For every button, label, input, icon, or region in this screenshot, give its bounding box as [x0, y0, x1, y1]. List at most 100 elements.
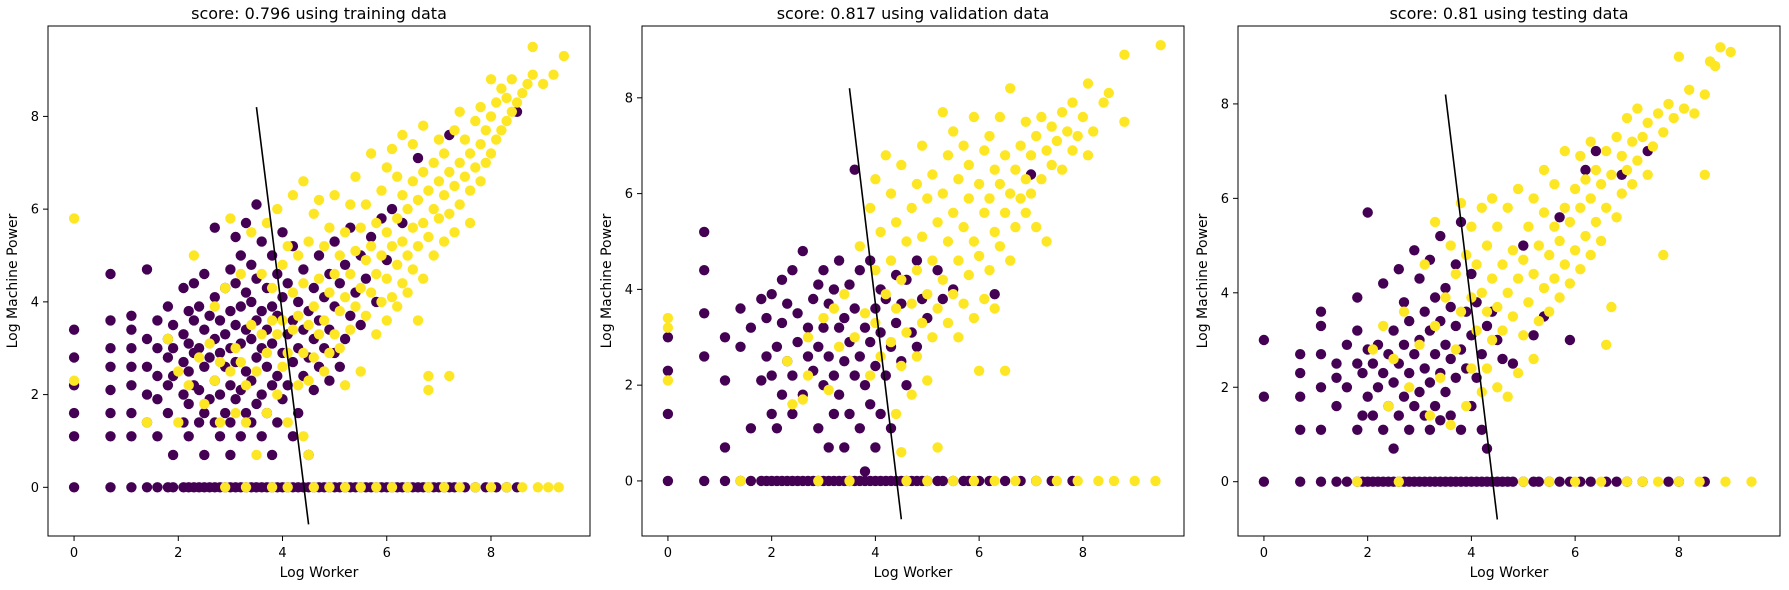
point-class-0	[766, 370, 777, 381]
point-class-0	[859, 380, 871, 391]
point-class-0	[719, 332, 731, 343]
point-class-1	[1461, 249, 1472, 261]
point-class-0	[1455, 424, 1467, 435]
point-class-1	[376, 185, 387, 196]
point-class-0	[1450, 259, 1462, 270]
point-class-1	[968, 312, 980, 324]
point-class-1	[1518, 330, 1529, 341]
point-class-0	[152, 315, 163, 326]
y-tick-label: 8	[625, 91, 633, 106]
point-class-1	[1554, 292, 1565, 303]
point-class-1	[1031, 130, 1042, 142]
point-class-0	[230, 319, 241, 331]
scatter-points	[1258, 42, 1757, 487]
point-class-1	[1601, 339, 1612, 350]
point-class-1	[1663, 98, 1674, 110]
point-class-0	[1367, 358, 1379, 369]
point-class-0	[662, 332, 674, 343]
point-class-1	[475, 176, 486, 187]
point-class-1	[948, 289, 959, 300]
point-class-1	[376, 296, 387, 308]
point-class-1	[968, 111, 980, 123]
point-class-1	[324, 347, 335, 359]
point-class-1	[1067, 145, 1078, 156]
point-class-0	[1295, 349, 1306, 360]
point-class-0	[1450, 320, 1462, 332]
point-class-1	[870, 265, 881, 276]
point-class-1	[1046, 159, 1057, 171]
point-class-0	[1331, 476, 1342, 487]
point-class-1	[1077, 111, 1089, 123]
x-axis-label: Log Worker	[1470, 565, 1549, 581]
point-class-0	[105, 361, 116, 372]
point-class-1	[287, 324, 299, 335]
point-class-1	[1497, 325, 1508, 336]
point-class-1	[397, 236, 408, 247]
point-class-1	[339, 292, 351, 303]
point-class-1	[916, 231, 928, 242]
point-class-1	[173, 366, 184, 377]
point-class-1	[1658, 127, 1669, 138]
point-class-0	[1295, 424, 1306, 435]
point-class-0	[162, 352, 174, 363]
point-class-1	[1005, 255, 1016, 266]
point-class-1	[553, 482, 564, 493]
point-class-0	[68, 352, 80, 363]
point-class-1	[1673, 476, 1685, 487]
point-class-0	[1440, 282, 1451, 294]
point-class-1	[1689, 108, 1700, 119]
y-tick-label: 4	[1221, 286, 1229, 301]
point-class-1	[1098, 97, 1109, 108]
point-class-0	[339, 259, 351, 270]
point-class-1	[1549, 179, 1560, 190]
point-class-1	[963, 269, 974, 281]
point-class-1	[896, 360, 907, 372]
scatter-points	[68, 41, 570, 493]
point-class-0	[230, 231, 241, 243]
point-class-1	[1544, 306, 1555, 317]
point-class-1	[485, 74, 497, 85]
point-class-0	[183, 398, 194, 410]
point-class-0	[745, 475, 757, 487]
point-class-1	[1621, 476, 1633, 487]
point-class-0	[178, 389, 189, 400]
point-class-1	[339, 482, 351, 493]
point-class-1	[266, 315, 278, 326]
point-class-1	[1481, 240, 1493, 251]
point-class-1	[1647, 141, 1659, 152]
point-class-0	[126, 343, 137, 354]
point-class-0	[126, 482, 137, 493]
y-tick-label: 8	[1221, 97, 1229, 112]
point-class-1	[1559, 202, 1571, 213]
point-class-0	[782, 298, 793, 309]
point-class-1	[371, 482, 382, 493]
point-class-0	[256, 305, 267, 317]
point-class-0	[1357, 410, 1368, 421]
point-class-1	[1020, 207, 1031, 218]
x-tick-label: 8	[1079, 546, 1087, 561]
point-class-1	[543, 482, 554, 493]
point-class-1	[392, 301, 403, 312]
point-class-1	[1512, 273, 1524, 284]
point-class-1	[922, 375, 933, 386]
point-class-1	[246, 227, 257, 238]
point-class-1	[433, 134, 445, 145]
panel-3: 0 2 4 6 8 0 2 4 6 8 score: 0.81 using testing data…	[1195, 4, 1781, 581]
point-class-1	[906, 389, 917, 400]
point-class-0	[1414, 273, 1425, 284]
point-class-0	[209, 292, 220, 303]
point-class-1	[1652, 108, 1664, 119]
point-class-1	[1072, 475, 1083, 487]
point-class-1	[1575, 202, 1586, 213]
point-class-1	[402, 203, 413, 215]
point-class-0	[833, 389, 845, 400]
point-class-1	[999, 150, 1011, 161]
point-class-1	[1466, 221, 1477, 232]
point-class-1	[942, 236, 954, 247]
point-class-1	[308, 301, 319, 312]
point-class-1	[1518, 476, 1529, 487]
point-class-1	[1036, 111, 1047, 123]
point-class-0	[313, 250, 325, 261]
point-class-1	[1471, 325, 1482, 336]
point-class-1	[1455, 197, 1467, 209]
